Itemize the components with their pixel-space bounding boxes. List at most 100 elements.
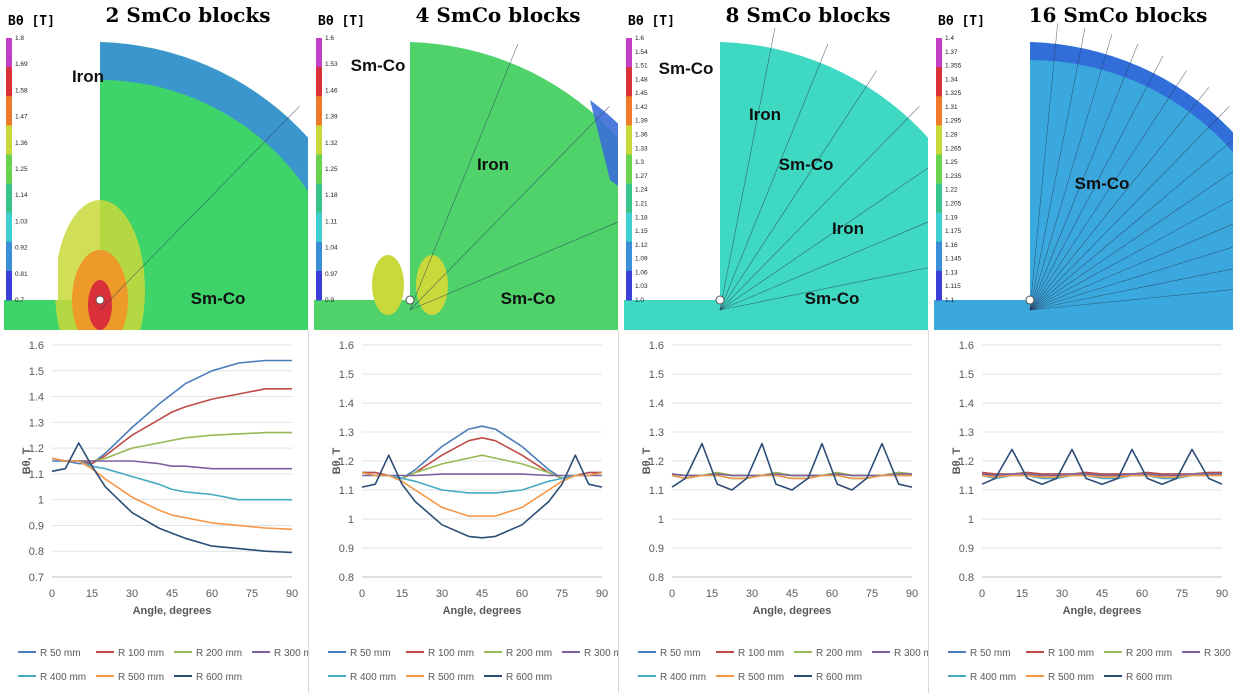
x-tick-label: 30 [436, 588, 448, 600]
colorbar-tick-label: 1.15 [635, 228, 648, 235]
block-boundary-line [1029, 70, 1187, 311]
y-tick-label: 1.6 [649, 340, 664, 352]
colorbar-tick-label: 1.0 [635, 297, 644, 304]
colorbar-tick-label: 1.25 [325, 166, 338, 173]
colorbar-tick-label: 0.81 [15, 271, 28, 278]
legend-label: R 200 mm [1126, 648, 1172, 659]
colorbar-swatch [316, 96, 322, 126]
block-boundary-line [719, 27, 776, 311]
legend-label: R 300 mm [274, 648, 308, 659]
block-boundary-line [719, 43, 829, 311]
legend-label: R 600 mm [196, 672, 242, 683]
y-tick-label: 1.1 [959, 485, 974, 497]
x-tick-label: 15 [86, 588, 98, 600]
colorbar-swatch [6, 67, 12, 97]
x-tick-label: 0 [359, 588, 365, 600]
panel-title: 4 SmCo blocks [415, 3, 581, 27]
colorbar-tick-label: 1.53 [325, 61, 338, 68]
block-boundary-line [1029, 289, 1233, 311]
colorbar-tick-label: 1.18 [635, 214, 648, 221]
x-tick-label: 45 [476, 588, 488, 600]
colorbar-swatch [626, 125, 632, 155]
colorbar-tick-label: 1.12 [635, 242, 648, 249]
legend-label: R 50 mm [350, 648, 391, 659]
colorbar-swatch [6, 38, 12, 68]
colorbar-swatch [626, 154, 632, 185]
colorbar-tick-label: 1.31 [945, 104, 958, 111]
x-tick-label: 45 [786, 588, 798, 600]
colorbar-swatch [626, 241, 632, 272]
colorbar-swatch [936, 154, 942, 185]
y-tick-label: 0.9 [649, 543, 664, 555]
colorbar-background [934, 36, 988, 300]
y-tick-label: 1 [658, 514, 664, 526]
colorbar-tick-label: 1.39 [635, 118, 648, 125]
x-tick-label: 75 [866, 588, 878, 600]
block-boundary-line [1029, 198, 1233, 311]
contour-band [88, 280, 112, 330]
block-boundary-line [1029, 139, 1233, 311]
colorbar-swatch [6, 212, 12, 243]
contour-band [1030, 42, 1233, 153]
colorbar-tick-label: 1.58 [15, 87, 28, 94]
legend-label: R 600 mm [506, 672, 552, 683]
block-boundary-line [1029, 34, 1113, 311]
legend-label: R 300 mm [1204, 648, 1233, 659]
legend-label: R 500 mm [118, 672, 164, 683]
panel-title: 2 SmCo blocks [105, 3, 271, 27]
colorbar-tick-label: 1.6 [635, 35, 644, 42]
center-point [95, 295, 105, 305]
legend-label: R 50 mm [660, 648, 701, 659]
region-label: Sm-Co [351, 56, 406, 75]
colorbar-swatch [936, 96, 942, 126]
y-tick-label: 1 [348, 514, 354, 526]
colorbar-tick-label: 1.27 [635, 173, 648, 180]
contour-band [590, 100, 618, 186]
colorbar-tick-label: 0.92 [15, 245, 28, 252]
colorbar-swatch [316, 212, 322, 243]
colorbar-tick-label: 1.36 [635, 132, 648, 139]
center-point [405, 295, 415, 305]
field-region [934, 300, 1030, 330]
colorbar-tick-label: 1.16 [945, 242, 958, 249]
center-point [715, 295, 725, 305]
region-label: Iron [72, 67, 104, 86]
colorbar-tick-label: 1.19 [945, 214, 958, 221]
colorbar-background [624, 36, 678, 300]
colorbar-tick-label: 0.97 [325, 271, 338, 278]
series-line-r-50-mm [362, 425, 602, 480]
colorbar-title: Bθ [T] [318, 14, 365, 29]
x-axis-title: Angle, degrees [133, 605, 212, 617]
block-boundary-line [1029, 43, 1139, 311]
legend-label: R 200 mm [196, 648, 242, 659]
colorbar-swatch [316, 154, 322, 185]
line-chart: 0.8 0.9 1 1.1 1.2 1.3 1.4 1.5 1.6 0 15 30 45 60 75 90 An… [638, 340, 928, 683]
contour-band [416, 255, 448, 315]
colorbar-tick-label: 1.13 [945, 269, 958, 276]
legend-label: R 100 mm [118, 648, 164, 659]
series-line-r-500-mm [361, 471, 603, 517]
y-tick-label: 1.1 [649, 485, 664, 497]
x-tick-label: 90 [1216, 588, 1228, 600]
x-tick-label: 0 [979, 588, 985, 600]
region-label: Sm-Co [1075, 174, 1130, 193]
colorbar-tick-label: 0.7 [15, 297, 24, 304]
colorbar-tick-label: 1.46 [325, 87, 338, 94]
colorbar-tick-label: 1.265 [945, 145, 962, 152]
y-tick-label: 1.3 [339, 427, 354, 439]
block-boundary-line [409, 43, 519, 311]
block-boundary-line [1029, 246, 1233, 311]
block-boundary-line [99, 106, 300, 311]
legend-label: R 50 mm [970, 648, 1011, 659]
x-tick-label: 15 [396, 588, 408, 600]
region-label: Iron [832, 219, 864, 238]
colorbar-tick-label: 1.11 [325, 218, 338, 225]
y-tick-label: 1.3 [649, 427, 664, 439]
y-tick-label: 1.1 [339, 485, 354, 497]
colorbar-swatch [626, 38, 632, 68]
line-chart: 0.8 0.9 1 1.1 1.2 1.3 1.4 1.5 1.6 0 15 30 45 60 75 90 An… [948, 340, 1233, 683]
panel-4-blocks: 4 SmCo blocks Bθ [T] 1.6 1.53 1.46 1.39 1.32… [310, 0, 618, 693]
block-boundary-line [1029, 27, 1086, 311]
series-line-r-600-mm [51, 442, 293, 554]
colorbar-swatch [626, 96, 632, 126]
